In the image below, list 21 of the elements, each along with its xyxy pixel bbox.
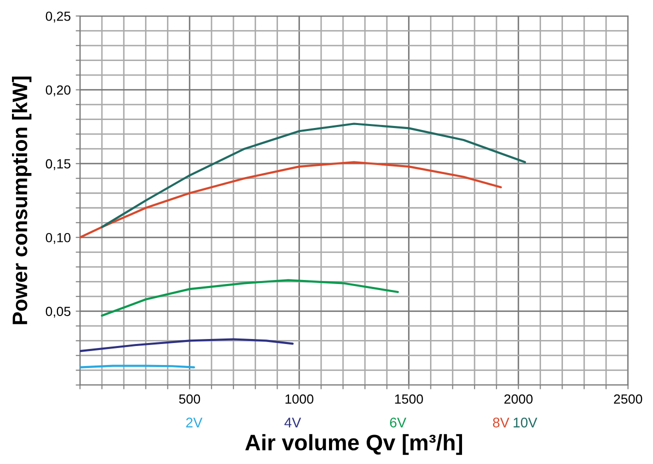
y-tick-label: 0,25 [46,12,70,22]
x-tick-label: 2500 [614,394,642,404]
x-tick-label: 500 [179,394,200,404]
text: 4V [284,418,302,428]
line-series [100,279,399,317]
text: 10V [514,418,538,428]
y-tick-label: 0,05 [46,306,70,318]
line-series [100,122,526,228]
text: 8V [492,418,510,428]
y-tick-label: 0,20 [46,85,70,96]
x-tick-label: 1000 [286,394,314,404]
y-tick-label: 0,15 [46,159,70,170]
y-axis-title: Power consumption [kW] [12,76,32,324]
line-series [80,161,502,238]
x-tick-label: 1500 [395,394,423,404]
text: 6V [390,418,406,428]
text: 2V [186,418,202,428]
x-tick-label: 2000 [504,394,533,404]
line-series [80,338,294,352]
y-tick-label: 0,10 [46,232,70,244]
x-axis-title: Air volume Qv [m³/h] [245,434,462,455]
